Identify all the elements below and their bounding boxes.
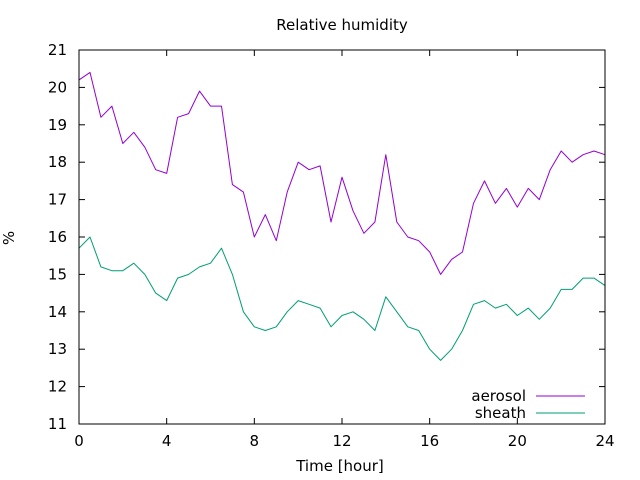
ticks-layer: 0 4 8 12 16 20 24 11 12 13 14 15 16 17 18 19 20 21 [48, 41, 615, 450]
chart-title: Relative humidity [276, 16, 408, 34]
y-tick-label: 19 [48, 116, 67, 134]
legend-label-sheath: sheath [475, 404, 526, 422]
x-axis-label: Time [hour] [295, 457, 384, 475]
x-tick-label: 20 [508, 432, 527, 450]
series-line-sheath [78, 236, 606, 361]
y-tick-label: 15 [48, 265, 67, 283]
plot-frame [78, 49, 606, 425]
y-tick-label: 12 [48, 378, 67, 396]
y-axis-label: % [0, 231, 18, 245]
legend: aerosol sheath [471, 387, 585, 422]
y-tick-label: 18 [48, 153, 67, 171]
y-tick-label: 13 [48, 340, 67, 358]
series-line-aerosol [78, 71, 606, 275]
y-tick-label: 17 [48, 191, 67, 209]
y-tick-label: 20 [48, 78, 67, 96]
x-tick-label: 4 [162, 432, 172, 450]
y-tick-label: 14 [48, 303, 67, 321]
x-tick-label: 8 [250, 432, 260, 450]
series-layer [78, 71, 606, 361]
y-tick-label: 11 [48, 415, 67, 433]
y-tick-label: 21 [48, 41, 67, 59]
legend-label-aerosol: aerosol [471, 387, 526, 405]
x-tick-label: 16 [420, 432, 439, 450]
y-tick-label: 16 [48, 228, 67, 246]
x-tick-label: 24 [595, 432, 614, 450]
x-tick-label: 12 [332, 432, 351, 450]
x-tick-label: 0 [74, 432, 84, 450]
